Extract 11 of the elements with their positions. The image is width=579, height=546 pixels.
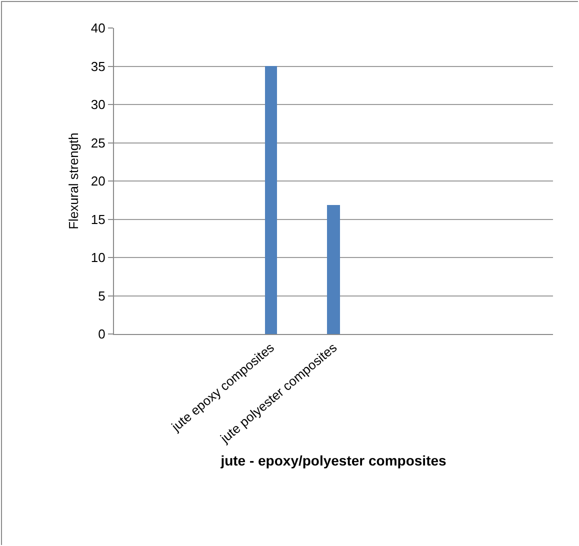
x-axis-title: jute - epoxy/polyester composites	[220, 452, 447, 469]
y-axis-title: Flexural strength	[66, 132, 81, 230]
y-tick-label: 40	[90, 20, 106, 36]
y-tick-label: 35	[90, 58, 106, 74]
y-tick-label: 20	[90, 174, 106, 189]
y-tick-label: 5	[98, 288, 106, 304]
y-tick-label: 25	[90, 135, 106, 150]
y-tick-label: 30	[90, 97, 106, 112]
y-tick-label: 0	[98, 326, 106, 342]
y-tick-label: 10	[90, 250, 106, 266]
y-tick-label: 15	[90, 212, 106, 227]
